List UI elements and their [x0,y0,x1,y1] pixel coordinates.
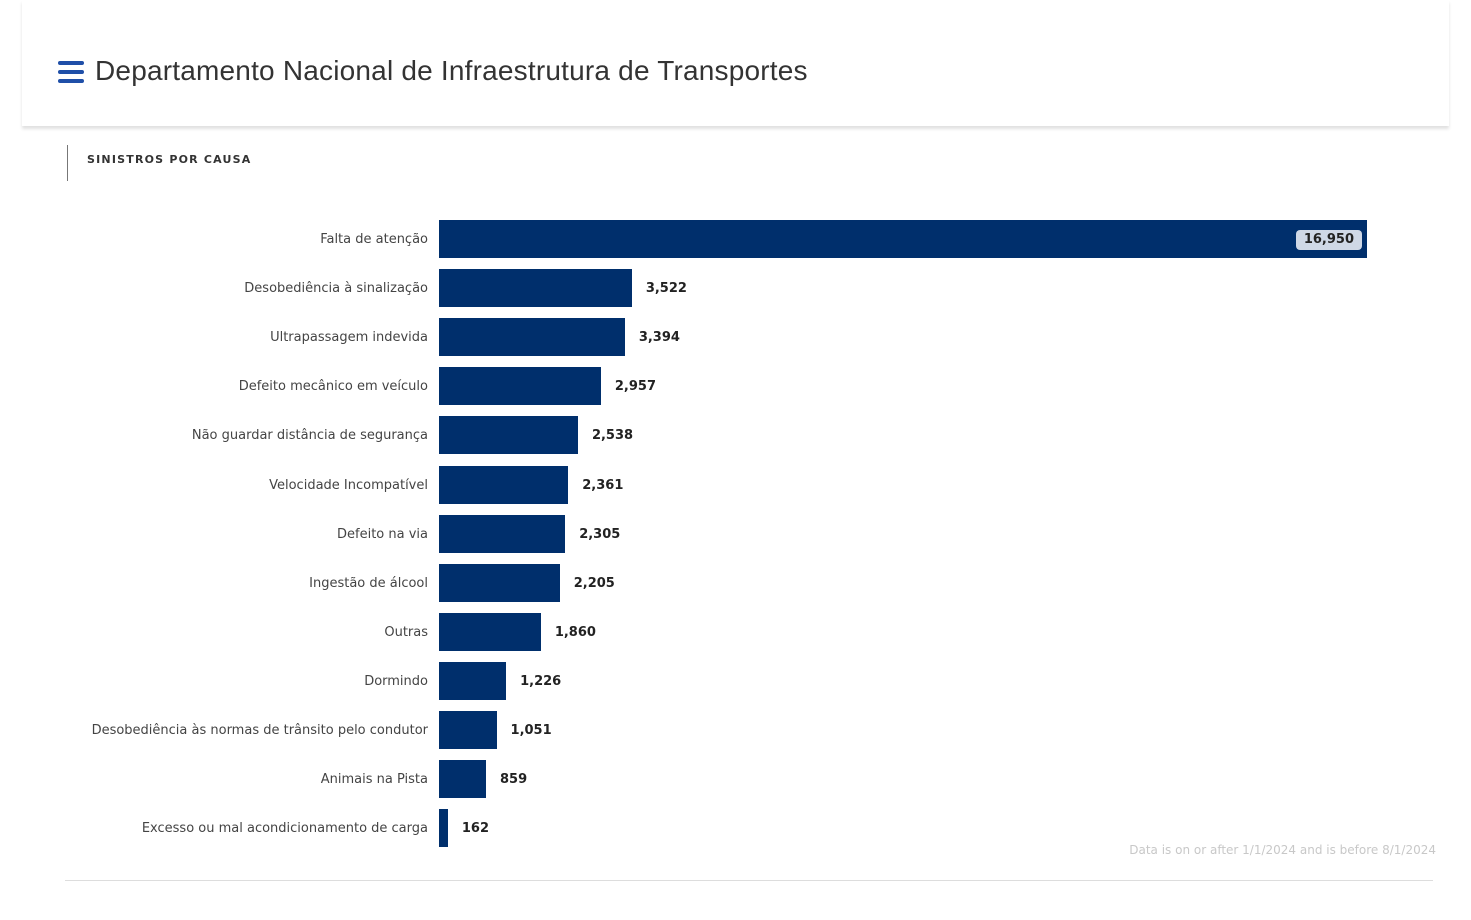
bar[interactable] [439,514,566,553]
bar[interactable] [439,711,497,749]
bar[interactable] [439,416,578,455]
data-label: 1,226 [520,673,562,689]
category-label: Outras [384,624,428,640]
data-label: 2,538 [591,428,634,444]
category-label: Dormindo [364,673,428,689]
bar[interactable] [439,220,1367,258]
bar[interactable] [439,661,507,700]
bar[interactable] [439,809,448,848]
category-label: Desobediência às normas de trânsito pelo… [91,723,428,738]
category-label: Não guardar distância de segurança [191,428,428,444]
hamburger-menu-icon[interactable] [58,61,84,83]
data-label: 162 [461,821,489,837]
bar[interactable] [439,563,560,602]
divider [67,145,68,181]
data-label: 1,051 [510,723,552,738]
category-label: Defeito mecânico em veículo [238,379,428,395]
category-label: Falta de atenção [320,232,428,247]
divider [65,880,1433,881]
bar[interactable] [439,760,487,799]
chart-title: SINISTROS POR CAUSA [87,153,252,166]
category-label: Ultrapassagem indevida [270,330,428,346]
data-label: 2,305 [579,526,621,542]
bar[interactable] [439,367,601,406]
data-label: 1,860 [554,624,596,640]
category-label: Defeito na via [337,526,428,542]
data-label: 2,205 [573,575,615,591]
category-label: Velocidade Incompatível [269,477,428,493]
bar[interactable] [439,269,632,308]
data-label: 3,522 [645,281,687,297]
category-label: Ingestão de álcool [309,575,428,591]
bar[interactable] [439,465,569,504]
page-title: Departamento Nacional de Infraestrutura … [95,55,808,86]
header [22,0,1449,126]
category-label: Animais na Pista [320,772,428,788]
data-label: 16,950 [1295,230,1362,250]
bar[interactable] [439,612,541,651]
data-label: 2,361 [582,477,624,493]
data-label: 859 [500,772,528,788]
data-label: 3,394 [638,330,680,346]
category-label: Desobediência à sinalização [244,281,428,297]
bar[interactable] [439,318,625,357]
filter-note: Data is on or after 1/1/2024 and is befo… [1129,843,1436,857]
category-label: Excesso ou mal acondicionamento de carga [141,821,428,837]
data-label: 2,957 [614,379,657,395]
